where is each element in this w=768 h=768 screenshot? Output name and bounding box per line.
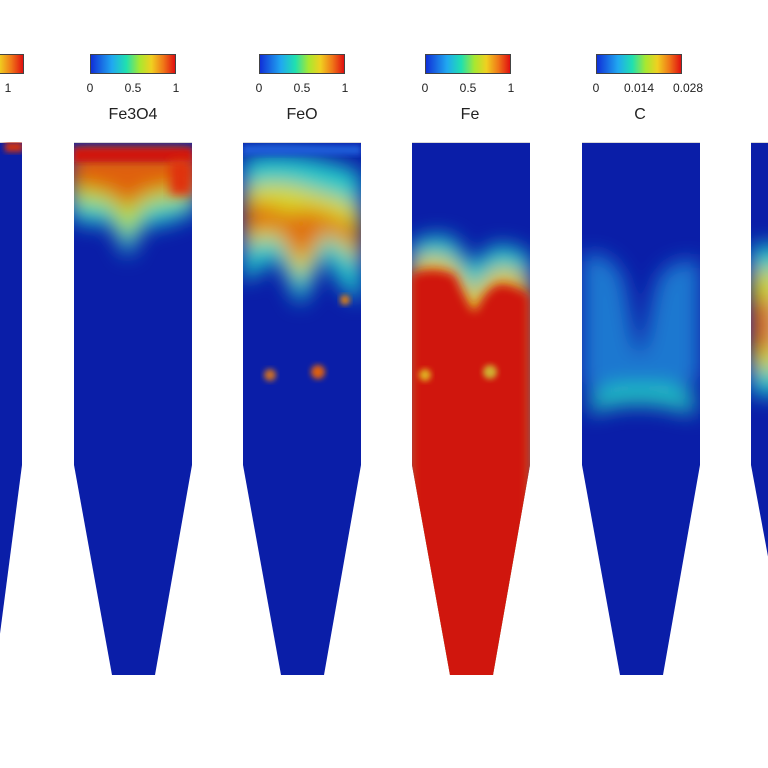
shaft-panel-fe — [412, 142, 530, 675]
tick-label: 0.014 — [623, 81, 655, 95]
colorbar-fe — [425, 54, 511, 74]
shaft-panel-c — [582, 142, 700, 675]
tick-label: 0 — [86, 81, 94, 95]
colorbar-c — [596, 54, 682, 74]
shaft-panel-fe3o4 — [74, 142, 192, 675]
tick-label: 0 — [421, 81, 429, 95]
tick-label: 1 — [4, 81, 12, 95]
tick-label: 0.5 — [293, 81, 311, 95]
tick-label: 0 — [592, 81, 600, 95]
colorbar-feo — [259, 54, 345, 74]
shaft-panel-feo — [243, 142, 361, 675]
tick-label: 0.028 — [672, 81, 704, 95]
tick-label: 1 — [341, 81, 349, 95]
panel-title-feo: FeO — [286, 106, 318, 123]
tick-label: 0.5 — [459, 81, 477, 95]
panel-title-fe: Fe — [460, 106, 480, 123]
colorbar-1 — [0, 54, 24, 74]
tick-label: 0 — [255, 81, 263, 95]
panel-title-fe3o4: Fe3O4 — [108, 106, 158, 123]
shaft-panel-5 — [751, 142, 768, 675]
tick-label: 1 — [172, 81, 180, 95]
colorbar-fe3o4 — [90, 54, 176, 74]
shaft-panel-0 — [0, 142, 22, 672]
tick-label: 1 — [507, 81, 515, 95]
tick-label: 0.5 — [124, 81, 142, 95]
panel-title-c: C — [634, 106, 646, 123]
